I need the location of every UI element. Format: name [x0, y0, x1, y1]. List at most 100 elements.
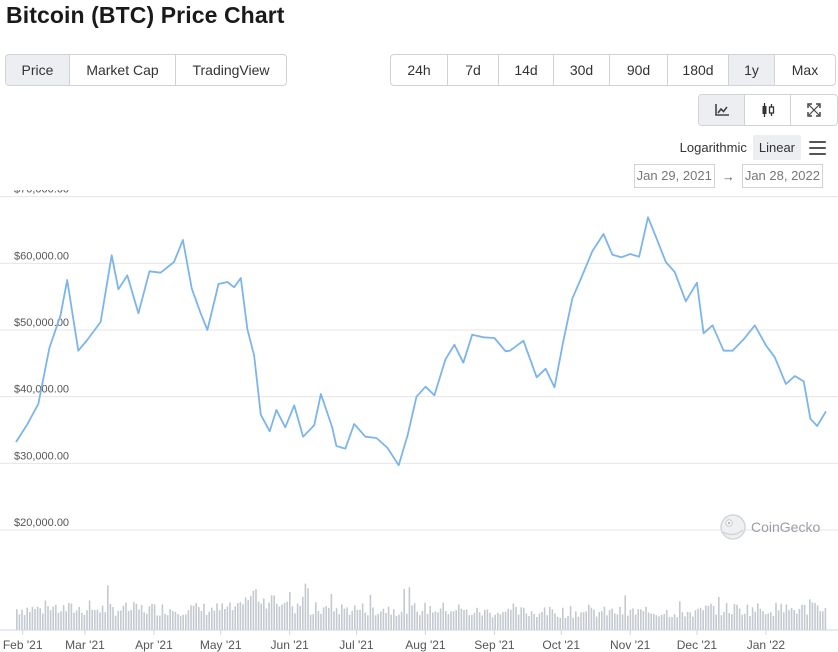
volume-bar	[650, 613, 652, 630]
volume-bar	[445, 611, 447, 630]
volume-bar	[42, 613, 44, 630]
volume-bar	[190, 605, 192, 630]
volume-bar	[151, 603, 153, 630]
volume-bar	[169, 609, 171, 630]
x-axis-labels: Feb '21 Mar '21 Apr '21 May '21 Jun '21 Jul '…	[0, 629, 838, 652]
range-label: 30d	[569, 62, 594, 78]
volume-bar	[96, 609, 99, 630]
volume-bar	[588, 604, 590, 630]
price-series-line	[15, 216, 827, 467]
x-tick-label: May '21	[200, 638, 242, 652]
volume-bar	[796, 613, 798, 630]
volume-bar	[699, 607, 702, 630]
volume-bars	[16, 583, 827, 630]
coingecko-watermark: CoinGecko	[720, 514, 820, 540]
range-180d[interactable]: 180d	[668, 55, 729, 85]
volume-bar	[250, 596, 252, 630]
volume-bar	[757, 603, 759, 630]
volume-bar	[788, 610, 790, 630]
date-from-input[interactable]: Jan 29, 2021	[633, 164, 715, 188]
volume-bar	[146, 613, 148, 630]
volume-bar	[598, 612, 600, 630]
volume-bar	[562, 607, 564, 630]
volume-bar	[554, 613, 556, 630]
y-tick-label: $20,000.00	[14, 517, 69, 529]
range-24h[interactable]: 24h	[391, 55, 448, 85]
volume-bar	[590, 607, 593, 630]
date-to-input[interactable]: Jan 28, 2022	[741, 164, 823, 188]
volume-bar	[502, 612, 504, 630]
tab-tradingview[interactable]: TradingView	[176, 55, 286, 85]
volume-bar	[138, 609, 140, 630]
volume-bar	[52, 606, 54, 630]
range-14d[interactable]: 14d	[499, 55, 554, 85]
volume-bar	[634, 614, 637, 630]
volume-bar	[307, 588, 309, 630]
volume-bar	[824, 608, 827, 630]
volume-bar	[494, 614, 496, 630]
volume-bar	[468, 615, 470, 630]
volume-bar	[195, 602, 197, 630]
volume-bar	[744, 613, 746, 630]
range-90d[interactable]: 90d	[610, 55, 668, 85]
volume-bar	[205, 615, 208, 630]
tab-price[interactable]: Price	[6, 55, 70, 85]
volume-bar	[330, 593, 333, 630]
volume-bar	[809, 599, 811, 630]
volume-bar	[216, 603, 218, 630]
scale-toggle: Logarithmic Linear	[674, 135, 826, 160]
linear-option[interactable]: Linear	[752, 135, 801, 160]
volume-bar	[606, 615, 608, 630]
volume-bar	[380, 611, 382, 630]
volume-bar	[614, 613, 616, 630]
range-30d[interactable]: 30d	[554, 55, 610, 85]
volume-bar	[538, 613, 541, 630]
volume-bar	[512, 603, 515, 630]
volume-bar	[317, 611, 320, 630]
volume-bar	[68, 603, 70, 630]
volume-bar	[333, 611, 335, 630]
candlestick-button[interactable]	[745, 95, 791, 125]
volume-bar	[572, 617, 574, 630]
volume-bar	[49, 610, 52, 630]
volume-bar	[777, 610, 780, 630]
line-chart-button[interactable]	[699, 95, 745, 125]
volume-bar	[658, 616, 660, 630]
volume-bar	[114, 615, 117, 630]
range-max[interactable]: Max	[775, 55, 835, 85]
volume-bar	[315, 602, 317, 630]
range-7d[interactable]: 7d	[448, 55, 499, 85]
logarithmic-option[interactable]: Logarithmic	[679, 140, 747, 155]
volume-bar	[81, 612, 83, 630]
volume-bar	[104, 612, 106, 630]
volume-bar	[640, 609, 642, 630]
volume-bar	[55, 604, 57, 630]
volume-bar	[450, 611, 452, 630]
volume-bar	[143, 612, 145, 630]
volume-bar	[676, 617, 678, 630]
tab-market-cap[interactable]: Market Cap	[70, 55, 176, 85]
volume-bar	[694, 610, 697, 630]
volume-bar	[504, 611, 507, 630]
hamburger-menu-icon[interactable]	[809, 140, 826, 155]
volume-bar	[62, 605, 65, 630]
x-tick-label: Apr '21	[135, 638, 173, 652]
volume-bar	[125, 602, 127, 630]
volume-bar	[75, 610, 78, 630]
volume-bar	[582, 612, 585, 630]
volume-bar	[156, 615, 158, 630]
volume-bar	[29, 612, 31, 630]
range-label: 7d	[465, 62, 481, 78]
volume-bar	[291, 606, 294, 630]
fullscreen-button[interactable]	[791, 95, 837, 125]
volume-bar	[642, 611, 645, 630]
volume-bar	[668, 617, 671, 630]
volume-bar	[785, 604, 788, 630]
volume-bar	[91, 609, 93, 630]
range-1y[interactable]: 1y	[729, 55, 775, 85]
volume-bar	[811, 602, 814, 630]
tab-label: Market Cap	[86, 62, 159, 78]
volume-bar	[413, 603, 416, 630]
volume-bar	[603, 606, 606, 630]
volume-bar	[549, 606, 551, 630]
